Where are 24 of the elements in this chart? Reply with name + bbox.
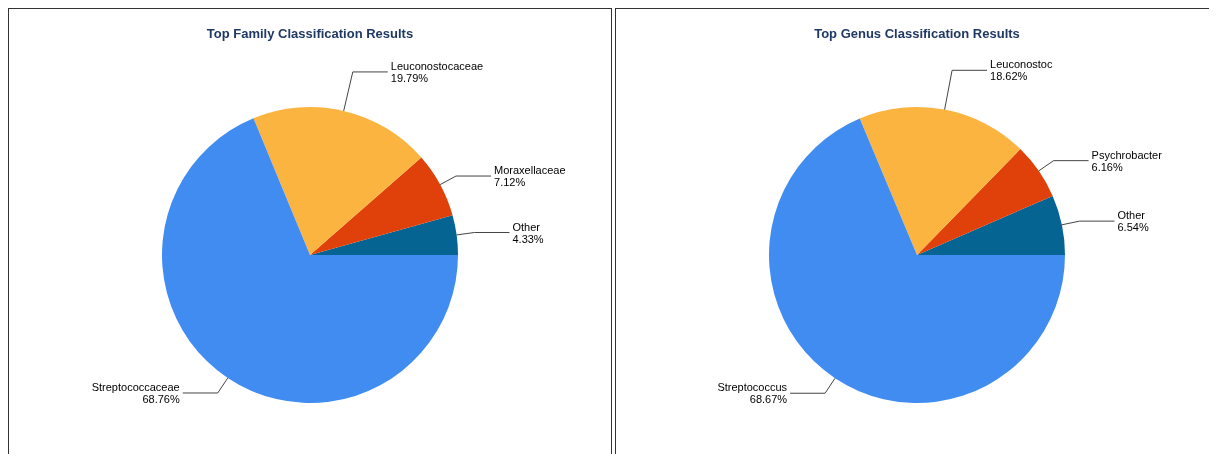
pie-slice bbox=[917, 149, 1053, 255]
slice-label: Psychrobacter bbox=[1091, 148, 1163, 161]
chart-title: Top Genus Classification Results bbox=[814, 26, 1020, 41]
slice-label: Leuconostoc bbox=[990, 58, 1053, 71]
pie-slice bbox=[253, 107, 422, 255]
data-label: 68.76% bbox=[142, 392, 180, 405]
pie-slice bbox=[859, 107, 1021, 255]
slice-label: Other bbox=[512, 220, 541, 233]
data-label: 68.67% bbox=[749, 393, 788, 406]
slice-label: Moraxellaceae bbox=[494, 164, 566, 177]
pie-slice bbox=[310, 215, 458, 255]
data-label: 4.33% bbox=[512, 232, 544, 245]
pie-slice bbox=[310, 157, 453, 255]
slice-label: Other bbox=[1117, 209, 1146, 222]
slice-label: Streptococcus bbox=[717, 381, 788, 394]
pie-slice bbox=[917, 195, 1065, 255]
slice-label: Streptococcaceae bbox=[91, 380, 180, 393]
data-label: 18.62% bbox=[990, 70, 1028, 83]
data-label: 7.12% bbox=[494, 176, 526, 189]
data-label: 19.79% bbox=[390, 71, 429, 84]
chart-title: Top Family Classification Results bbox=[206, 26, 414, 41]
slice-label: Leuconostocaceae bbox=[390, 59, 484, 72]
data-label: 6.16% bbox=[1091, 160, 1123, 173]
data-label: 6.54% bbox=[1117, 221, 1149, 234]
